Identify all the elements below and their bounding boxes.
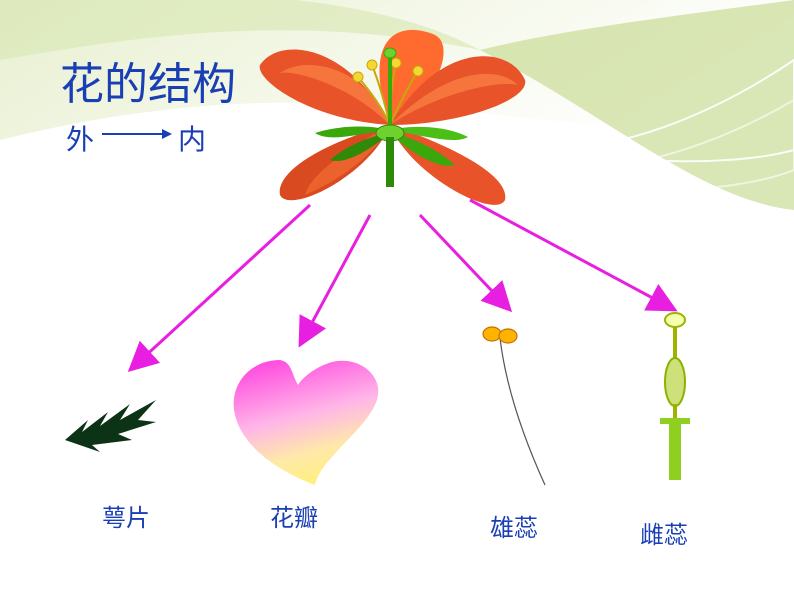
sepal-label: 萼片 <box>102 498 150 533</box>
stamen-illustration <box>460 320 570 490</box>
pistil-illustration <box>640 310 710 490</box>
petal-illustration <box>220 350 390 490</box>
sepal-illustration <box>60 390 170 460</box>
pistil-label: 雌蕊 <box>640 515 688 550</box>
petal-label: 花瓣 <box>270 498 318 533</box>
stamen-label: 雄蕊 <box>490 508 538 543</box>
